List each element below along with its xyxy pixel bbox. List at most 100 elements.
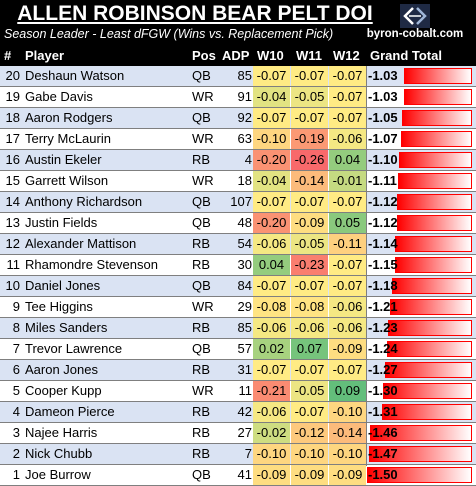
w10-cell: -0.06: [253, 234, 290, 254]
w12-cell: -0.07: [329, 360, 366, 380]
w11-cell: -0.06: [291, 318, 328, 338]
grand-total-bar: [397, 173, 472, 189]
pos-cell: RB: [192, 404, 211, 419]
player-cell: Gabe Davis: [25, 89, 93, 104]
pos-cell: WR: [192, 173, 214, 188]
grand-total-cell: -1.30: [367, 381, 475, 401]
adp-cell: 41: [237, 467, 252, 482]
table-row: 10 Daniel Jones QB 84 -0.07 -0.07 -0.07 -1.18: [0, 276, 476, 297]
data-table-body: 20 Deshaun Watson QB 85 -0.07 -0.07 -0.07 -1.03…: [0, 66, 476, 486]
table-row: 15 Garrett Wilson WR 18 -0.04 -0.14 -0.01 -1.11: [0, 171, 476, 192]
rank-cell: 11: [6, 257, 21, 272]
pos-cell: WR: [192, 383, 214, 398]
adp-cell: 92: [237, 110, 252, 125]
w10-cell: -0.09: [253, 465, 290, 485]
grand-total-cell: -1.14: [367, 234, 475, 254]
pos-cell: QB: [192, 110, 211, 125]
w11-cell: -0.08: [291, 297, 328, 317]
grand-total-cell: -1.03: [367, 87, 475, 107]
player-cell: Aaron Rodgers: [25, 110, 113, 125]
rank-cell: 18: [5, 110, 20, 125]
table-row: 16 Austin Ekeler RB 4 -0.20 -0.26 0.04 -1.10: [0, 150, 476, 171]
table-row: 9 Tee Higgins WR 29 -0.08 -0.08 -0.06 -1.21: [0, 297, 476, 318]
bc-logo-icon: [400, 4, 430, 28]
pos-cell: RB: [192, 236, 211, 251]
grand-total-cell: -1.10: [367, 150, 475, 170]
pos-cell: QB: [192, 194, 211, 209]
rank-cell: 16: [5, 152, 20, 167]
player-cell: Austin Ekeler: [25, 152, 102, 167]
w12-cell: -0.07: [329, 87, 366, 107]
grand-total-bar: [382, 383, 472, 399]
column-header-row: # Player Pos ADP W10 W11 W12 Grand Total: [0, 46, 476, 66]
table-row: 8 Miles Sanders RB 85 -0.06 -0.06 -0.06 -1.23: [0, 318, 476, 339]
w11-cell: -0.12: [291, 423, 328, 443]
grand-total-bar: [381, 404, 472, 420]
rank-cell: 19: [5, 89, 20, 104]
w11-cell: 0.07: [291, 339, 328, 359]
adp-cell: 63: [237, 131, 252, 146]
w12-cell: -0.07: [329, 108, 366, 128]
adp-cell: 7: [244, 446, 252, 461]
table-row: 1 Joe Burrow QB 41 -0.09 -0.09 -0.09 -1.50: [0, 465, 476, 486]
w10-cell: -0.21: [253, 381, 290, 401]
grand-total-bar: [389, 299, 472, 315]
grand-total-cell: -1.03: [367, 66, 475, 86]
w12-cell: -0.06: [329, 318, 366, 338]
adp-cell: 42: [237, 404, 252, 419]
w11-cell: -0.23: [291, 255, 328, 275]
w12-cell: -0.09: [329, 339, 366, 359]
w10-cell: -0.07: [253, 276, 290, 296]
table-row: 4 Dameon Pierce RB 42 -0.06 -0.07 -0.10 -1.31: [0, 402, 476, 423]
grand-total-value: -1.27: [368, 362, 398, 377]
grand-total-cell: -1.23: [367, 318, 475, 338]
col-grand-total-header: Grand Total: [370, 48, 442, 63]
adp-cell: 30: [237, 257, 252, 272]
pos-cell: RB: [192, 425, 211, 440]
grand-total-value: -1.46: [368, 425, 398, 440]
player-cell: Rhamondre Stevenson: [25, 257, 158, 272]
w10-cell: -0.06: [253, 402, 290, 422]
grand-total-value: -1.21: [368, 299, 398, 314]
table-row: 17 Terry McLaurin WR 63 -0.10 -0.19 -0.06 -1.07: [0, 129, 476, 150]
player-cell: Dameon Pierce: [25, 404, 115, 419]
player-cell: Nick Chubb: [25, 446, 93, 461]
table-row: 2 Nick Chubb RB 7 -0.10 -0.10 -0.10 -1.47: [0, 444, 476, 465]
rank-cell: 2: [12, 446, 20, 461]
player-cell: Justin Fields: [25, 215, 98, 230]
table-row: 7 Trevor Lawrence QB 57 0.02 0.07 -0.09 -1.24: [0, 339, 476, 360]
player-cell: Najee Harris: [25, 425, 98, 440]
grand-total-value: -1.12: [368, 194, 398, 209]
w12-cell: 0.05: [329, 213, 366, 233]
w10-cell: -0.02: [253, 423, 290, 443]
grand-total-cell: -1.21: [367, 297, 475, 317]
pos-cell: QB: [192, 467, 211, 482]
col-w10-header: W10: [257, 48, 284, 63]
adp-cell: 27: [237, 425, 252, 440]
w10-cell: -0.10: [253, 444, 290, 464]
page-title: ALLEN ROBINSON BEAR PELT DOI: [17, 2, 373, 25]
table-row: 6 Aaron Jones RB 31 -0.07 -0.07 -0.07 -1.27: [0, 360, 476, 381]
grand-total-bar: [398, 152, 472, 168]
rank-cell: 17: [5, 131, 20, 146]
grand-total-value: -1.07: [368, 131, 398, 146]
table-row: 11 Rhamondre Stevenson RB 30 0.04 -0.23 -0.07-…: [0, 255, 476, 276]
grand-total-bar: [370, 425, 472, 441]
player-cell: Tee Higgins: [25, 299, 93, 314]
player-cell: Joe Burrow: [25, 467, 91, 482]
grand-total-bar: [385, 362, 472, 378]
column-divider: [366, 66, 367, 466]
w12-cell: -0.07: [329, 276, 366, 296]
w12-cell: -0.06: [329, 297, 366, 317]
grand-total-cell: -1.18: [367, 276, 475, 296]
col-w11-header: W11: [296, 48, 323, 63]
pos-cell: RB: [192, 152, 211, 167]
grand-total-cell: -1.05: [367, 108, 475, 128]
grand-total-value: -1.11: [368, 173, 397, 188]
grand-total-bar: [402, 110, 472, 126]
w11-cell: -0.05: [291, 234, 328, 254]
w11-cell: -0.10: [291, 444, 328, 464]
table-row: 14 Anthony Richardson QB 107 -0.07 -0.07 -0.07…: [0, 192, 476, 213]
adp-cell: 57: [237, 341, 252, 356]
w10-cell: -0.07: [253, 192, 290, 212]
